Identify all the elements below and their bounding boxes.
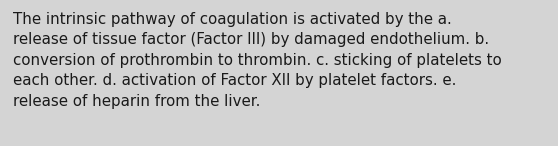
Text: The intrinsic pathway of coagulation is activated by the a.
release of tissue fa: The intrinsic pathway of coagulation is … <box>13 12 502 109</box>
